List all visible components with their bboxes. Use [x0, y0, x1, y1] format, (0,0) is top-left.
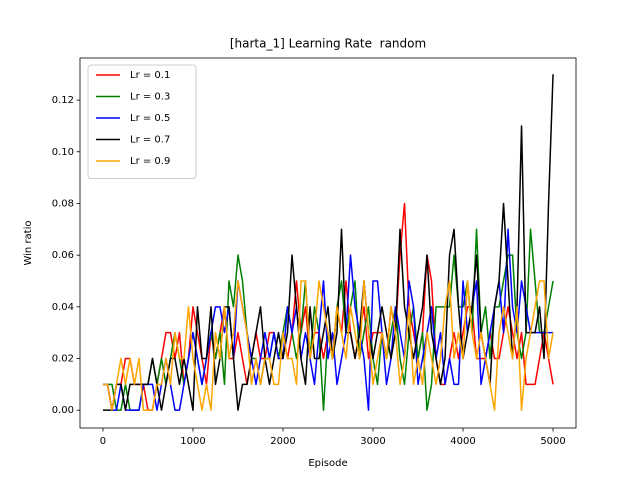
x-axis-label: Episode: [308, 458, 347, 469]
y-tick-label: 0.12: [52, 95, 74, 106]
x-tick-label: 0: [100, 436, 106, 447]
y-tick-label: 0.02: [52, 353, 74, 364]
y-tick-label: 0.04: [52, 302, 74, 313]
y-tick-label: 0.00: [52, 405, 74, 416]
legend-label: Lr = 0.1: [130, 70, 170, 81]
x-tick-label: 1000: [180, 436, 205, 447]
x-tick-label: 5000: [540, 436, 565, 447]
y-tick-label: 0.10: [52, 147, 74, 158]
legend-label: Lr = 0.7: [130, 135, 170, 146]
series-line: [102, 280, 554, 411]
x-tick-label: 3000: [360, 436, 385, 447]
legend-label: Lr = 0.9: [130, 156, 170, 167]
legend-label: Lr = 0.5: [130, 113, 170, 124]
plot-frame: [79, 57, 577, 429]
chart-title: [harta_1] Learning Rate random: [230, 37, 426, 51]
x-tick-label: 4000: [450, 436, 475, 447]
y-tick-label: 0.06: [52, 250, 74, 261]
y-axis-label: Win ratio: [23, 220, 34, 265]
x-tick-label: 2000: [270, 436, 295, 447]
legend-label: Lr = 0.3: [130, 92, 170, 103]
series-line: [102, 74, 554, 411]
series-line: [102, 228, 554, 411]
y-tick-label: 0.08: [52, 198, 74, 209]
legend-box: [87, 64, 197, 179]
